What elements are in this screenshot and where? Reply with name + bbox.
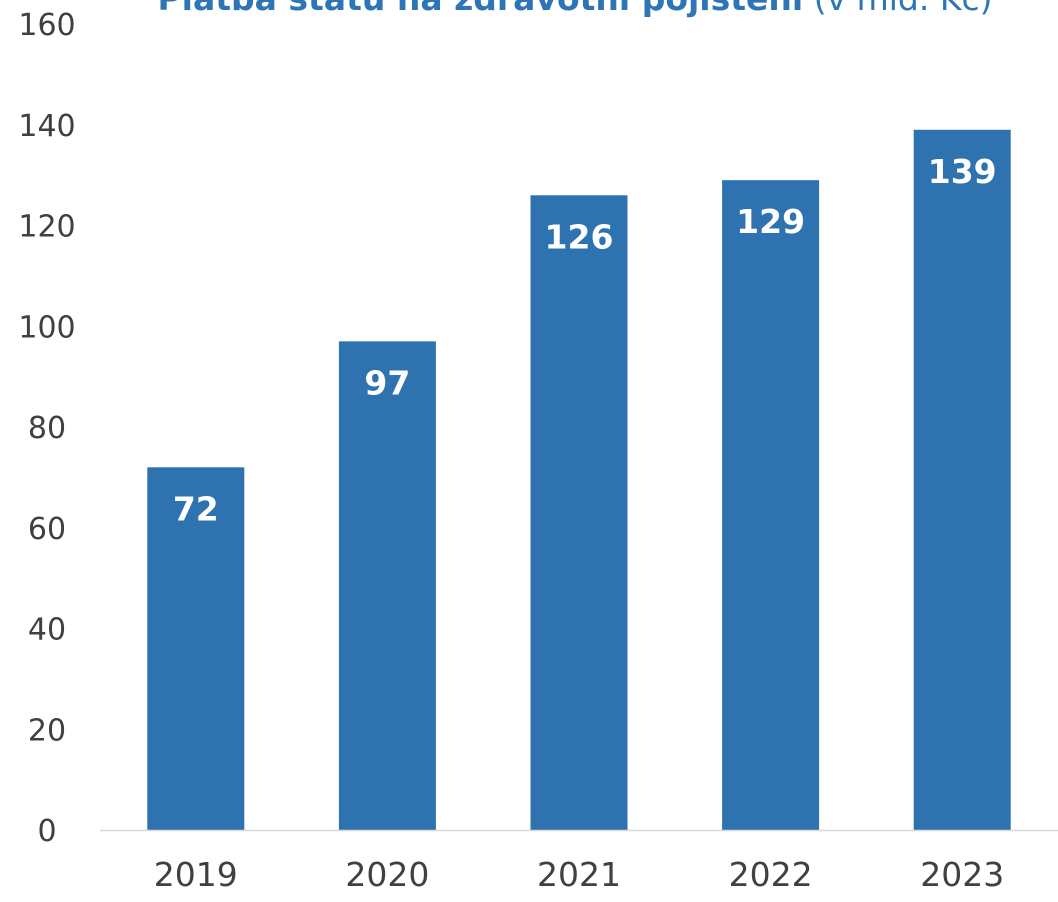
bar-2023 [913,129,1011,831]
data-label: 97 [364,363,410,402]
y-axis-ticks: 0 20 40 60 80 100 120 140 160 [18,8,75,849]
y-tick-label: 120 [18,210,75,245]
chart-title-bold: Platba státu na zdravotní pojištění [157,0,804,18]
bar-2022 [722,180,820,831]
data-label: 129 [736,202,805,241]
x-tick-label: 2022 [729,855,813,894]
y-tick-label: 80 [28,411,66,446]
bar-2020 [338,341,436,830]
data-labels: 72 97 126 129 139 [173,152,997,529]
y-tick-label: 0 [37,814,56,849]
x-tick-label: 2023 [920,855,1004,894]
y-tick-label: 40 [28,613,66,648]
chart-title: Platba státu na zdravotní pojištění (v m… [157,0,992,18]
y-tick-label: 160 [18,8,75,43]
y-tick-label: 100 [18,310,75,345]
x-tick-label: 2020 [345,855,429,894]
x-axis-labels: 2019 2020 2021 2022 2023 [154,855,1004,894]
bar-2019 [147,467,245,830]
y-tick-label: 140 [18,109,75,144]
data-label: 139 [928,152,997,191]
bar-2021 [530,195,628,830]
x-tick-label: 2021 [537,855,621,894]
data-label: 126 [545,217,614,256]
data-label: 72 [173,489,219,528]
bars [147,129,1011,831]
y-tick-label: 20 [28,713,66,748]
y-tick-label: 60 [28,512,66,547]
chart-title-unit: (v mld. Kč) [803,0,992,18]
x-tick-label: 2019 [154,855,238,894]
